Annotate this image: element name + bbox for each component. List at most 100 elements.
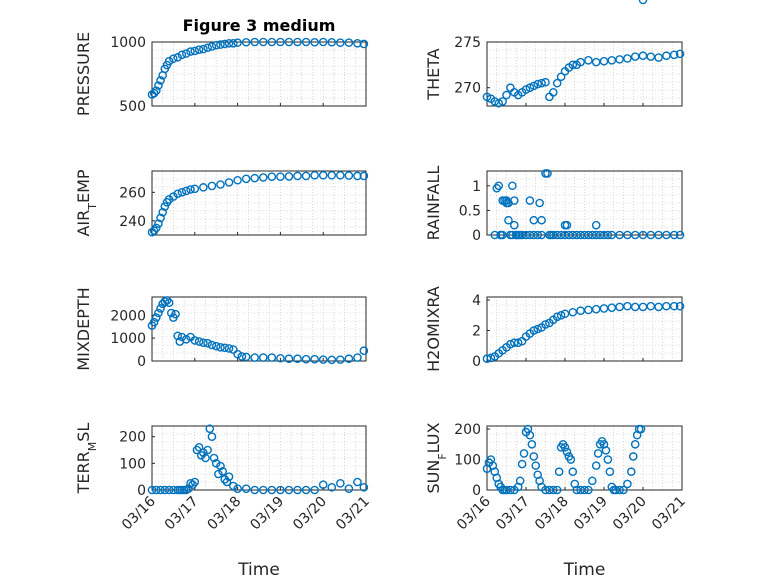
data-point xyxy=(529,452,539,461)
data-point xyxy=(190,184,200,194)
data-point xyxy=(318,37,328,47)
data-point xyxy=(241,352,251,362)
data-point xyxy=(669,230,679,240)
plot-area xyxy=(152,426,366,490)
data-point xyxy=(147,227,157,237)
data-point xyxy=(181,49,191,58)
data-point xyxy=(233,175,242,185)
y-tick-label: 1 xyxy=(472,179,481,195)
data-point xyxy=(301,37,311,47)
data-point xyxy=(566,455,576,464)
data-point xyxy=(336,170,345,180)
data-point xyxy=(344,38,354,47)
data-point xyxy=(220,343,230,353)
data-point xyxy=(498,97,507,106)
data-point xyxy=(486,353,496,363)
data-point xyxy=(151,223,161,233)
data-point xyxy=(359,346,369,356)
data-point xyxy=(147,485,157,495)
data-point xyxy=(525,196,535,205)
y-tick-label: 0 xyxy=(472,228,481,244)
y-tick-label: 0 xyxy=(137,354,146,370)
data-point xyxy=(224,38,234,48)
data-point xyxy=(353,353,362,362)
data-point xyxy=(560,309,570,319)
data-point xyxy=(310,354,319,364)
data-point xyxy=(207,42,217,51)
x-axis-label: Time xyxy=(563,560,606,580)
data-point xyxy=(203,338,212,348)
data-point xyxy=(344,171,354,180)
data-point xyxy=(535,198,544,208)
data-point xyxy=(506,339,515,349)
data-point xyxy=(517,459,527,469)
data-point xyxy=(310,170,319,180)
data-point xyxy=(229,345,238,354)
data-point xyxy=(186,185,195,194)
data-point xyxy=(552,485,562,495)
data-point xyxy=(336,355,345,364)
data-point xyxy=(241,484,251,493)
data-point xyxy=(194,443,204,452)
data-point xyxy=(233,38,242,47)
y-tick-label: 1000 xyxy=(110,331,146,347)
data-point xyxy=(250,37,260,47)
data-point xyxy=(237,352,247,361)
axes-box xyxy=(486,296,683,362)
data-point xyxy=(675,301,685,311)
y-tick-label: 0.5 xyxy=(459,203,481,219)
y-axis-label: THETA xyxy=(424,48,443,100)
y-axis-label: TERRMSL xyxy=(74,423,99,495)
plot-area xyxy=(152,297,366,361)
y-tick-label: 270 xyxy=(454,81,481,97)
data-point xyxy=(504,215,513,225)
data-point xyxy=(603,455,613,464)
data-point xyxy=(169,485,178,495)
plot-area xyxy=(152,171,366,235)
data-point xyxy=(211,40,221,50)
data-point xyxy=(149,317,159,327)
subplot-6: 0 2 4 H2OMIXRA xyxy=(424,286,685,372)
data-point xyxy=(156,304,165,313)
data-point xyxy=(149,88,159,98)
data-point xyxy=(552,312,562,322)
y-tick-label: 100 xyxy=(454,453,481,469)
y-tick-label: 0 xyxy=(472,483,481,499)
data-point xyxy=(301,171,311,181)
x-axis-label: Time xyxy=(237,560,280,580)
data-point xyxy=(636,424,646,434)
data-point xyxy=(173,53,182,62)
data-point xyxy=(276,353,285,363)
data-point xyxy=(199,448,208,457)
data-point xyxy=(171,309,180,319)
data-point xyxy=(194,45,204,54)
y-axis-label: PRESSURE xyxy=(74,32,93,116)
data-point xyxy=(605,467,615,477)
data-point xyxy=(675,49,685,59)
data-point xyxy=(504,198,513,208)
x-tick-label: 03/19 xyxy=(571,494,611,534)
y-tick-label: 200 xyxy=(454,422,481,438)
data-point xyxy=(515,476,525,486)
x-tick-label: 03/21 xyxy=(333,494,373,534)
x-tick-label: 03/19 xyxy=(247,494,287,534)
data-point xyxy=(229,38,238,48)
data-point xyxy=(194,337,204,346)
data-point xyxy=(531,461,541,470)
data-point xyxy=(284,485,294,495)
data-point xyxy=(293,37,302,47)
data-point xyxy=(541,320,550,329)
data-point xyxy=(556,72,566,82)
data-point xyxy=(250,485,260,495)
data-point xyxy=(533,230,543,240)
data-point xyxy=(224,178,234,187)
data-point xyxy=(166,308,176,318)
data-point xyxy=(156,76,165,85)
x-tick-label: 03/16 xyxy=(454,493,494,533)
data-point xyxy=(267,37,277,47)
data-point xyxy=(224,472,234,481)
data-point xyxy=(327,483,337,492)
data-point xyxy=(164,195,174,204)
data-point xyxy=(669,301,679,311)
